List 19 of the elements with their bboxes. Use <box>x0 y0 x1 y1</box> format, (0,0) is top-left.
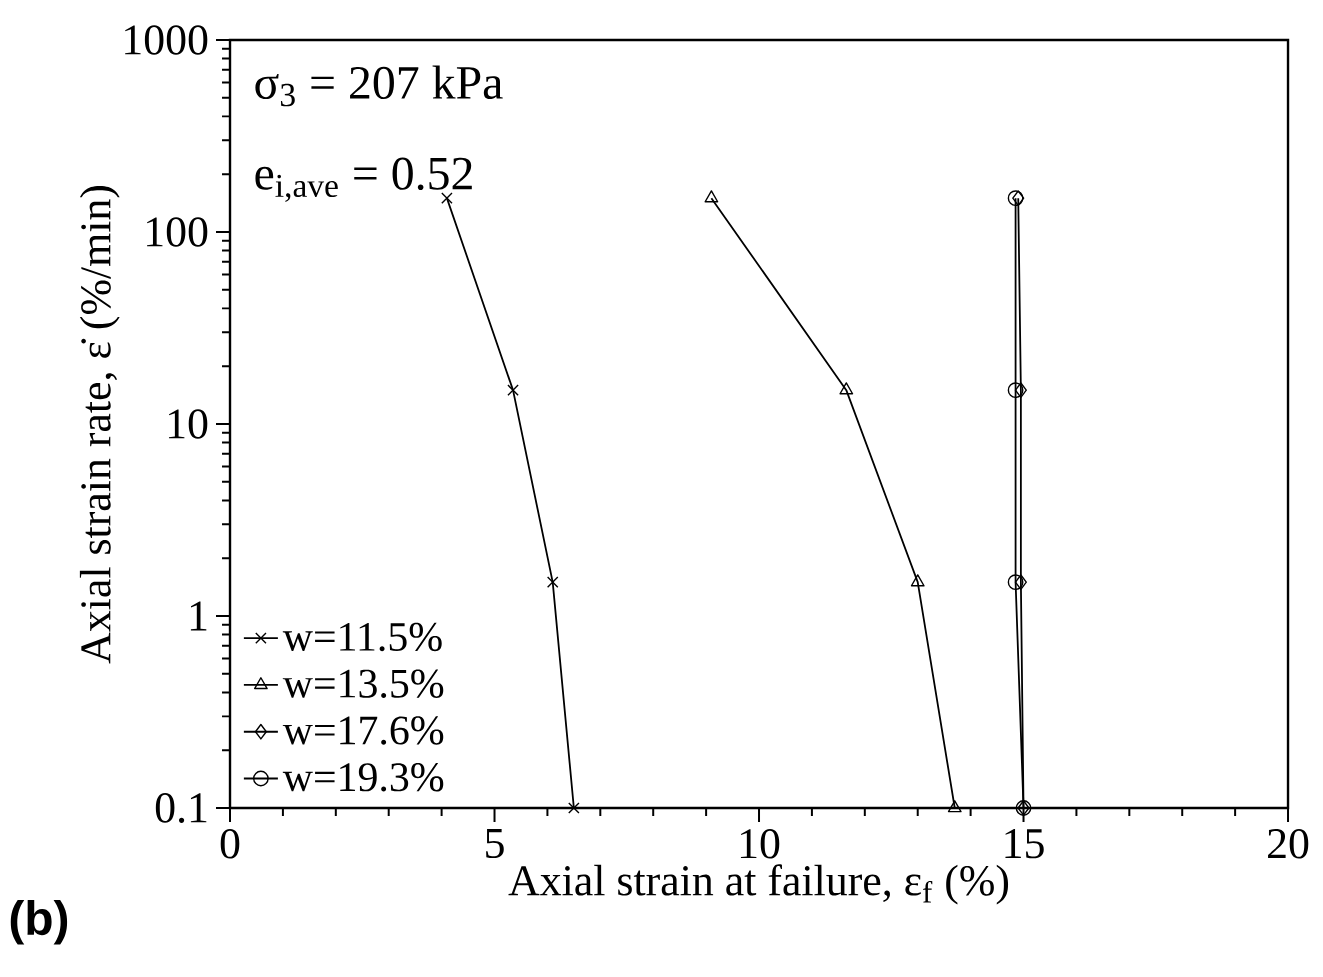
annotation: σ$_{3}$ = 207 kPa <box>255 65 503 107</box>
legend-label: w=11.5% <box>282 622 442 652</box>
y-tick-label: 0.1 <box>155 793 207 823</box>
x-tick-label: 10 <box>740 828 780 859</box>
x-tick-label: 20 <box>1268 828 1309 859</box>
text: (b) <box>10 900 68 945</box>
legend-label: w=19.3% <box>282 763 444 792</box>
x-axis-title: Axial strain at failure, ε$_{f}$ (%) <box>508 864 1009 905</box>
legend-label: w=17.6% <box>282 716 444 745</box>
y-axis-title: Axial strain rate, ε̇ (%/min) <box>79 185 120 664</box>
y-tick-label: 100 <box>147 217 208 247</box>
x-tick-label: 5 <box>486 828 504 859</box>
x-tick-label: 0 <box>220 828 240 859</box>
legend-label: w=13.5% <box>282 669 444 698</box>
y-tick-label: 1000 <box>125 25 208 55</box>
annotation: e$_{i,ave}$ = 0.52 <box>255 157 472 202</box>
y-tick-label: 1 <box>190 601 207 631</box>
y-tick-label: 10 <box>168 409 208 439</box>
x-tick-label: 15 <box>1005 828 1044 859</box>
